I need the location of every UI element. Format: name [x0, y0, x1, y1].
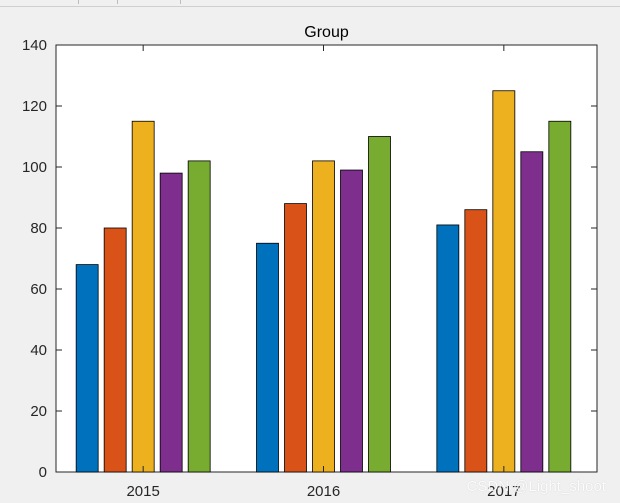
window-top-segment — [118, 0, 181, 4]
window-top-strip — [0, 0, 620, 7]
bar-2015-series-3 — [131, 120, 155, 473]
watermark-text: CSDN @Light_shoot — [466, 478, 606, 495]
x-tick-label: 2016 — [307, 483, 340, 500]
bar-2016-series-4 — [340, 169, 363, 473]
bar-2017-series-5 — [548, 120, 572, 473]
chart-title: Group — [304, 24, 349, 41]
bar-2017-series-1 — [436, 224, 460, 473]
bar-2017-series-4 — [520, 151, 544, 473]
y-tick-label: 100 — [22, 159, 47, 176]
x-tick-label: 2015 — [126, 483, 159, 500]
bar-2015-series-5 — [187, 160, 211, 473]
bar-2016-series-5 — [368, 136, 391, 473]
bar-2015-series-4 — [159, 172, 183, 473]
y-tick-label: 140 — [22, 37, 47, 54]
x-tick-label: 2017 — [487, 483, 520, 500]
y-tick-label: 60 — [30, 281, 47, 298]
bar-2017-series-2 — [464, 209, 488, 473]
y-tick-label: 120 — [22, 98, 47, 115]
y-tick-label: 80 — [30, 220, 47, 237]
y-tick-label: 40 — [30, 342, 47, 359]
bar-2015-series-1 — [75, 264, 99, 473]
bar-2016-series-1 — [256, 242, 279, 473]
window-top-segment — [0, 0, 79, 4]
bar-2016-series-3 — [312, 160, 335, 473]
bar-2015-series-2 — [103, 227, 127, 473]
y-tick-label: 20 — [30, 403, 47, 420]
ticks-group: 0 20 40 60 80 100 120 140 2015 2016 2017 — [22, 37, 597, 500]
bar-2016-series-2 — [284, 203, 307, 473]
y-tick-label: 0 — [39, 464, 47, 481]
bars-group — [75, 90, 572, 473]
window-top-segment — [79, 0, 118, 4]
bar-2017-series-3 — [492, 90, 516, 473]
